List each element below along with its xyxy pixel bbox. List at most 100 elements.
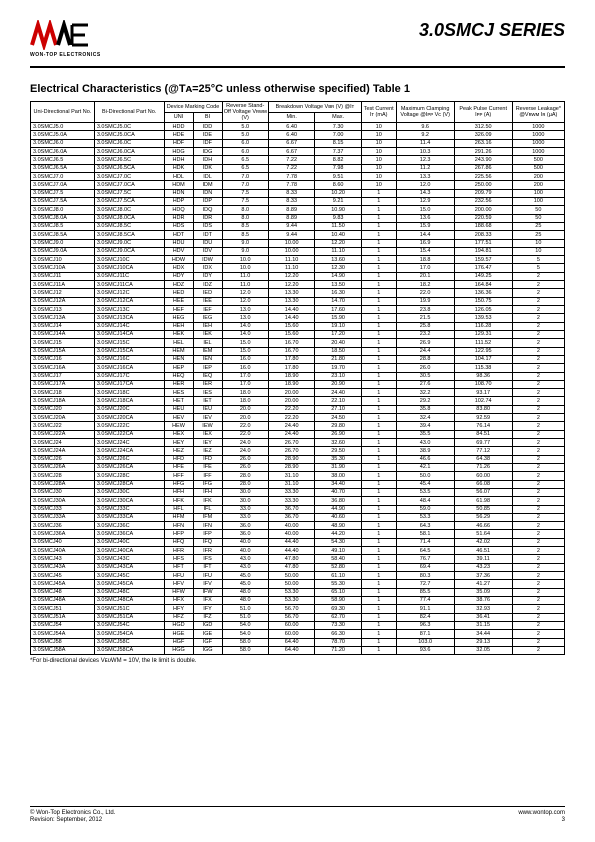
table-cell: 6.5 [222,164,268,172]
table-cell: 3.0SMCJ7.0C [94,173,164,181]
table-cell: 7.30 [315,123,361,131]
table-cell: 1 [361,488,396,496]
table-cell: 3.0SMCJ45CA [94,580,164,588]
table-cell: 12.9 [396,197,454,205]
table-row: 3.0SMCJ143.0SMCJ14CHEHIEH14.015.6019.101… [31,322,565,330]
table-cell: 58.40 [315,555,361,563]
table-cell: 1 [361,463,396,471]
table-cell: 27.6 [396,380,454,388]
table-cell: 12.20 [268,281,314,289]
table-cell: 58.90 [315,596,361,604]
table-row: 3.0SMCJ10A3.0SMCJ10CAHDXIDX10.011.1012.3… [31,264,565,272]
table-cell: 2 [512,538,564,546]
table-cell: HGD [164,621,193,629]
table-cell: 26.0 [396,364,454,372]
table-cell: 194.81 [454,247,512,255]
table-cell: 3.0SMCJ48 [31,588,95,596]
table-cell: 200 [512,181,564,189]
table-cell: 29.2 [396,397,454,405]
table-cell: IEG [193,314,222,322]
table-cell: 14.4 [396,231,454,239]
table-cell: 10.00 [268,239,314,247]
table-cell: IED [193,289,222,297]
table-cell: 2 [512,289,564,297]
table-cell: 3.0SMCJ6.0C [94,139,164,147]
table-cell: 1 [361,613,396,621]
table-cell: 2 [512,563,564,571]
table-cell: 2 [512,638,564,646]
table-cell: 243.90 [454,156,512,164]
table-cell: 2 [512,505,564,513]
table-cell: 36.41 [454,613,512,621]
table-row: 3.0SMCJ123.0SMCJ12CHEDIED12.013.3016.301… [31,289,565,297]
table-cell: 73.30 [315,621,361,629]
table-cell: HFZ [164,613,193,621]
table-cell: 3.0SMCJ16CA [94,364,164,372]
table-cell: 3.0SMCJ28 [31,472,95,480]
table-cell: 2 [512,455,564,463]
table-cell: 33.0 [222,513,268,521]
table-cell: 3.0SMCJ7.0A [31,181,95,189]
table-cell: 16.70 [268,347,314,355]
table-cell: 500 [512,156,564,164]
table-cell: 3.0SMCJ8.0CA [94,214,164,222]
footer-left: © Won-Top Electronics Co., Ltd. Revision… [30,810,115,824]
table-cell: 48.0 [222,588,268,596]
table-cell: 18.50 [315,347,361,355]
table-cell: 1000 [512,148,564,156]
table-cell: 26.0 [222,463,268,471]
table-cell: 11.0 [222,281,268,289]
table-cell: 8.60 [315,181,361,189]
table-cell: 27.10 [315,405,361,413]
table-cell: HFK [164,497,193,505]
table-cell: 220.59 [454,214,512,222]
table-cell: 28.90 [268,463,314,471]
table-cell: 10.3 [396,148,454,156]
table-cell: 71.20 [315,646,361,654]
table-cell: HDP [164,197,193,205]
table-cell: 36.80 [315,497,361,505]
table-cell: 150.75 [454,297,512,305]
table-cell: 76.14 [454,422,512,430]
table-cell: 3.0SMCJ24A [31,447,95,455]
table-cell: HDQ [164,206,193,214]
table-cell: 3.0SMCJ22 [31,422,95,430]
table-cell: 1 [361,414,396,422]
table-cell: IDH [193,156,222,164]
table-cell: HEZ [164,447,193,455]
table-cell: 25 [512,231,564,239]
table-cell: 14.90 [315,272,361,280]
table-cell: 3.0SMCJ28CA [94,480,164,488]
table-row: 3.0SMCJ24A3.0SMCJ24CAHEZIEZ24.026.7029.5… [31,447,565,455]
table-cell: 32.05 [454,646,512,654]
table-cell: 2 [512,613,564,621]
table-cell: 14.3 [396,189,454,197]
table-cell: 3.0SMCJ9.0C [94,239,164,247]
table-cell: 28.0 [222,480,268,488]
table-cell: HFM [164,513,193,521]
table-cell: 3.0SMCJ51 [31,605,95,613]
table-cell: 1 [361,621,396,629]
table-cell: 3.0SMCJ20CA [94,414,164,422]
table-cell: 36.70 [268,505,314,513]
table-cell: 3.0SMCJ36CA [94,530,164,538]
table-row: 3.0SMCJ5.0A3.0SMCJ5.0CAHDEIDE5.06.407.00… [31,131,565,139]
table-cell: HFL [164,505,193,513]
table-cell: 3.0SMCJ7.5CA [94,197,164,205]
table-cell: 61.98 [454,497,512,505]
table-cell: IDR [193,214,222,222]
table-cell: 1 [361,422,396,430]
table-cell: 3.0SMCJ33CA [94,513,164,521]
table-cell: 54.0 [222,621,268,629]
table-cell: IDK [193,164,222,172]
table-cell: HDX [164,264,193,272]
table-cell: 7.0 [222,173,268,181]
table-cell: 3.0SMCJ15CA [94,347,164,355]
table-cell: 100 [512,197,564,205]
table-cell: 42.1 [396,463,454,471]
table-cell: 3.0SMCJ45 [31,572,95,580]
table-cell: 14.0 [222,330,268,338]
table-cell: 45.0 [222,572,268,580]
table-row: 3.0SMCJ11A3.0SMCJ11CAHDZIDZ11.012.2013.5… [31,281,565,289]
table-cell: 177.51 [454,239,512,247]
